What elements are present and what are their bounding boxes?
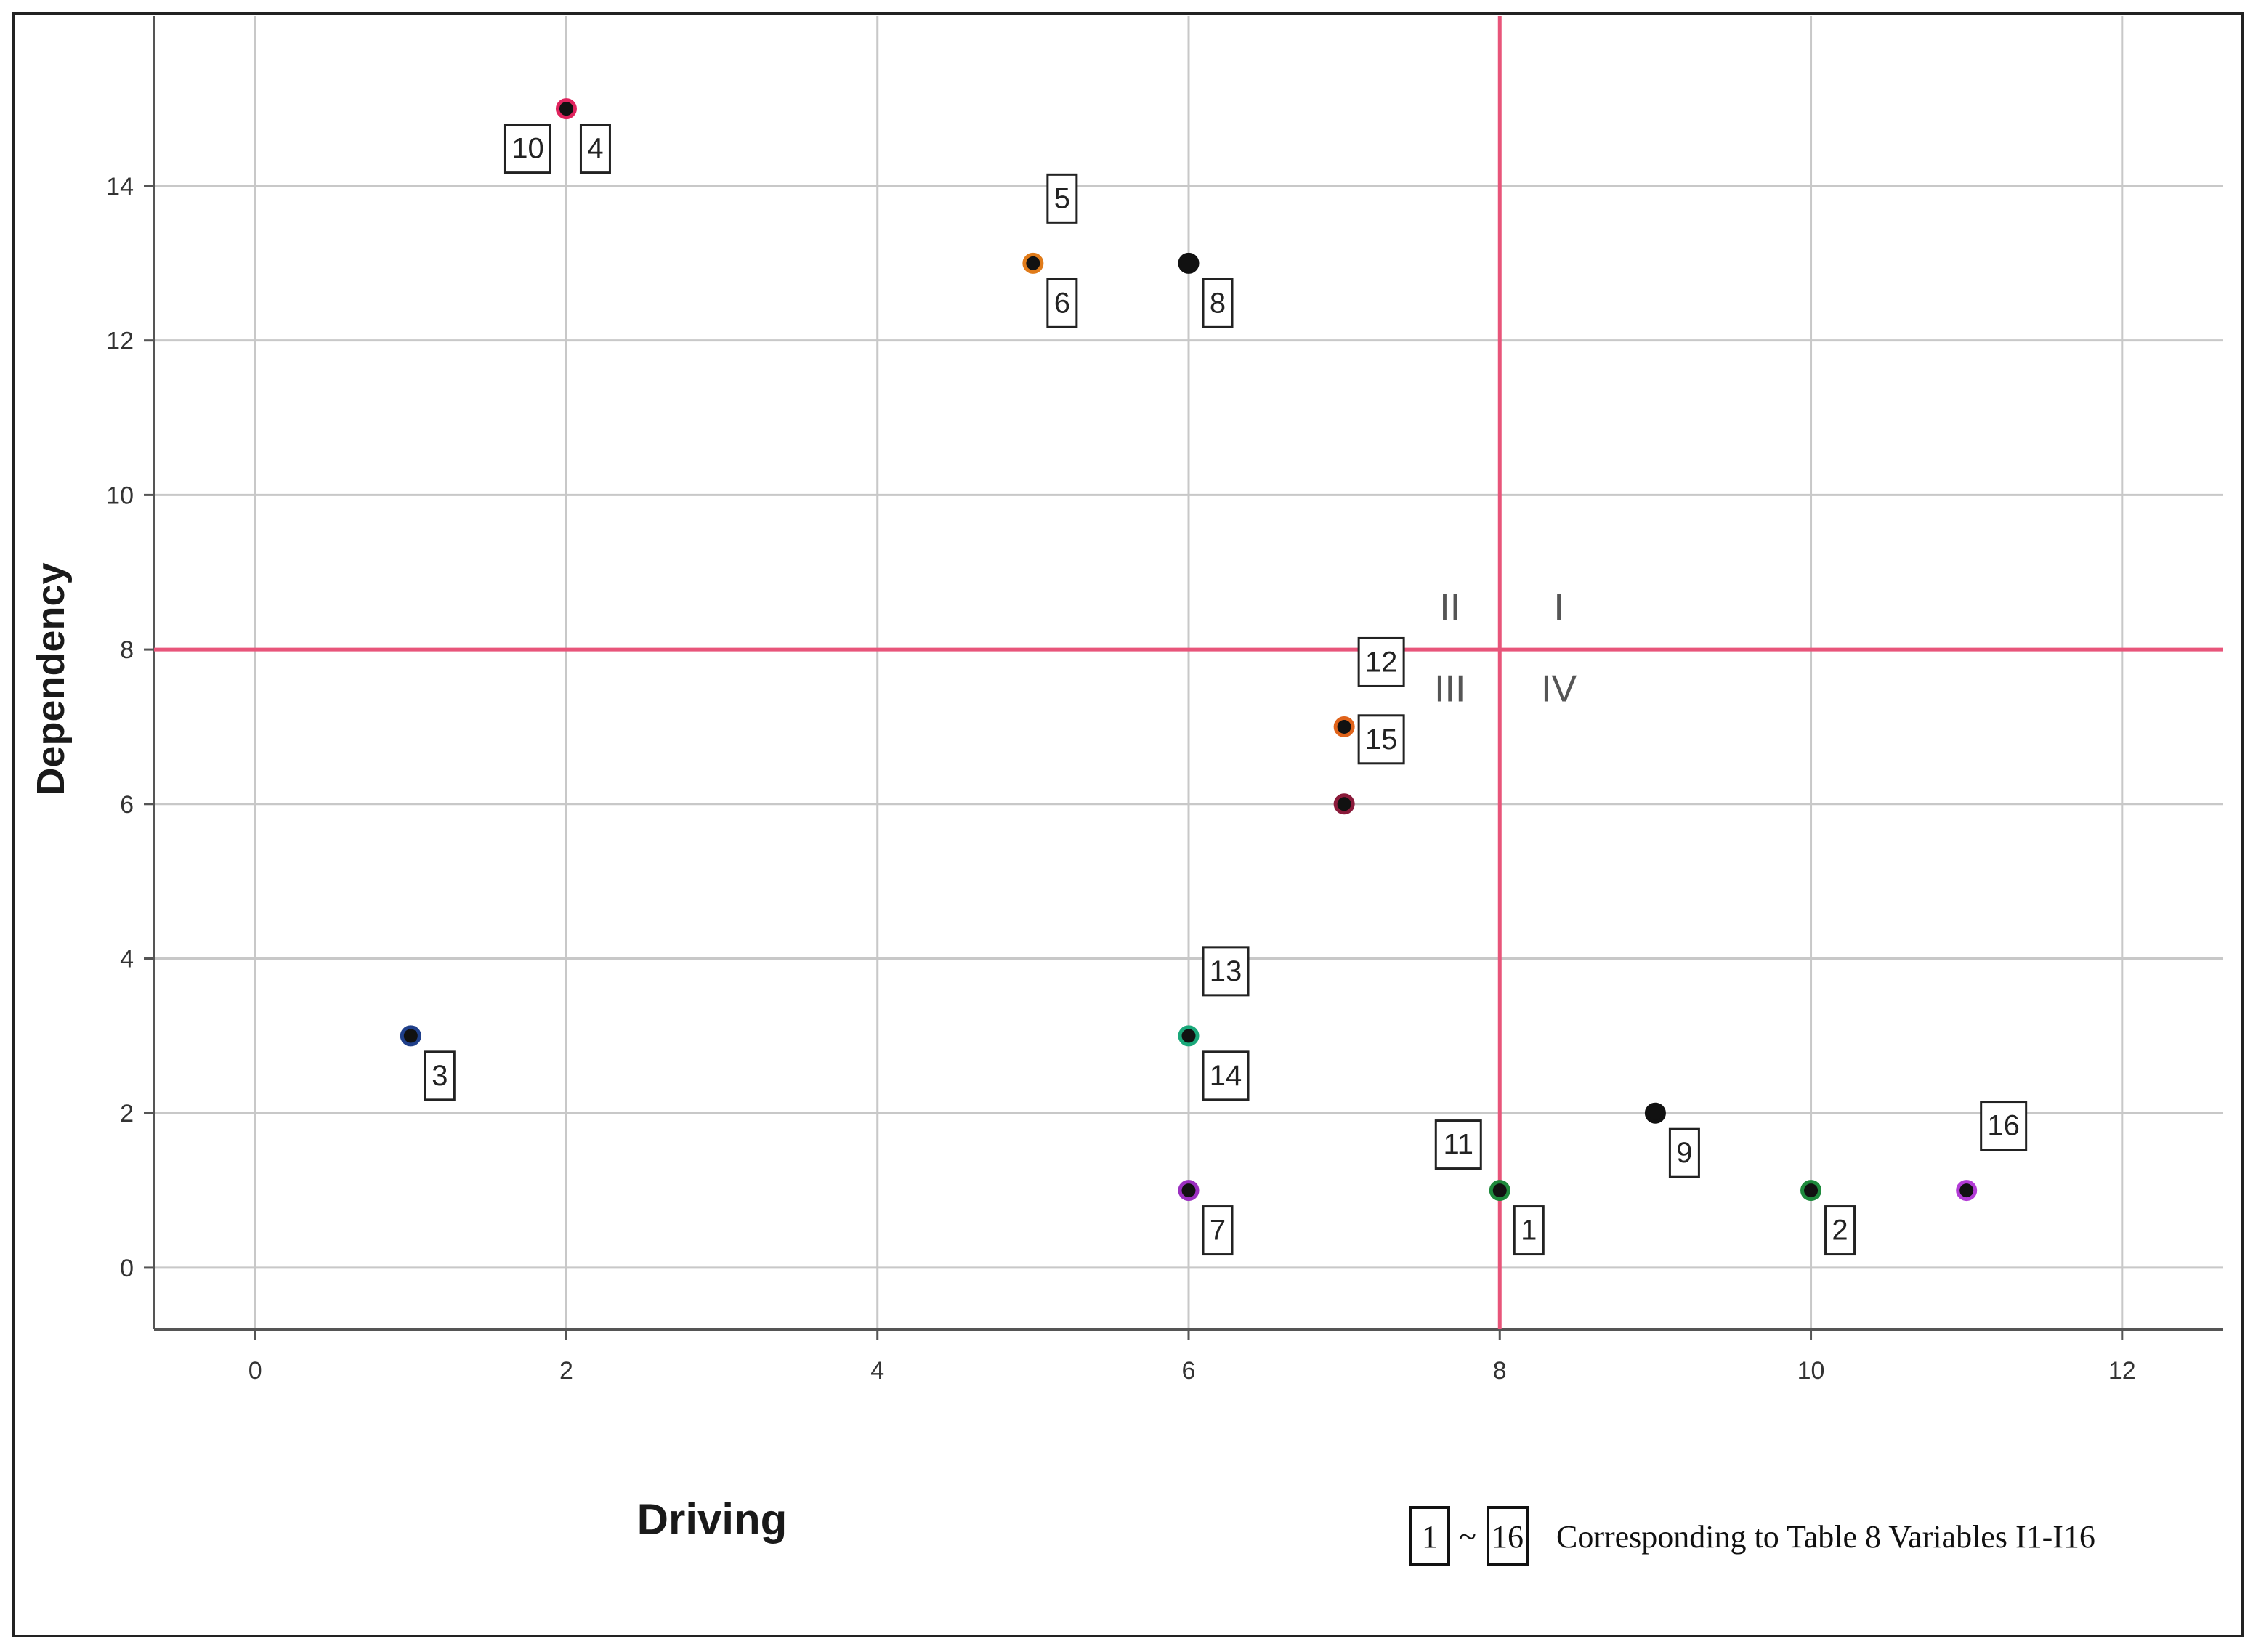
quadrant-label: I <box>1553 587 1564 629</box>
point-label: 4 <box>587 133 603 165</box>
legend-text: Corresponding to Table 8 Variables I1-I1… <box>1556 1519 2095 1555</box>
point-label: 1 <box>1521 1215 1537 1247</box>
data-point <box>1178 1180 1200 1202</box>
point-label-box <box>1202 1205 1234 1256</box>
y-tick-label: 14 <box>106 173 134 201</box>
point-label: 12 <box>1365 646 1398 678</box>
point-label: 8 <box>1210 287 1226 319</box>
legend: 1 ~ 16 Corresponding to Table 8 Variable… <box>1409 1506 2095 1566</box>
y-axis-title: Dependency <box>29 562 73 795</box>
point-label: 7 <box>1210 1215 1226 1247</box>
point-label-box <box>1357 714 1405 765</box>
y-tick-label: 8 <box>120 636 134 664</box>
y-tick-label: 6 <box>120 791 134 819</box>
point-label: 10 <box>511 133 544 165</box>
y-tick-label: 2 <box>120 1100 134 1127</box>
data-point <box>1022 252 1044 274</box>
y-tick-label: 4 <box>120 946 134 973</box>
data-point <box>1333 716 1355 737</box>
quadrant-label: IV <box>1541 668 1577 710</box>
data-point <box>1489 1180 1510 1202</box>
legend-box-end-text: 16 <box>1492 1519 1524 1555</box>
point-label-box <box>1202 1050 1250 1101</box>
point-label: 9 <box>1676 1137 1692 1169</box>
data-point <box>1956 1180 1978 1202</box>
x-tick-label: 2 <box>559 1357 573 1385</box>
data-point <box>1178 1025 1200 1047</box>
x-tick-label: 10 <box>1797 1357 1825 1385</box>
point-label-box <box>1824 1205 1856 1256</box>
data-point <box>400 1025 421 1047</box>
point-label-box <box>424 1050 456 1101</box>
y-tick-label: 12 <box>106 328 134 355</box>
point-label-box <box>1202 278 1234 328</box>
point-label-box <box>1513 1205 1545 1256</box>
data-point <box>555 98 577 120</box>
legend-dash: ~ <box>1459 1519 1476 1555</box>
data-point <box>1800 1180 1822 1202</box>
quadrant-label: II <box>1439 587 1460 629</box>
point-label: 16 <box>1987 1110 2020 1142</box>
y-tick-label: 10 <box>106 482 134 509</box>
point-label-box <box>1434 1119 1482 1170</box>
chart-frame <box>12 12 2244 1637</box>
point-label: 3 <box>432 1060 448 1092</box>
point-label-box <box>1202 946 1250 997</box>
data-points <box>400 98 1978 1202</box>
point-label-box <box>1980 1101 2028 1151</box>
y-tick-label: 0 <box>120 1255 134 1282</box>
point-label: 5 <box>1054 182 1070 214</box>
quadrant-label: III <box>1434 668 1465 710</box>
x-tick-label: 8 <box>1493 1357 1507 1385</box>
legend-box-start-text: 1 <box>1422 1519 1438 1555</box>
data-point <box>1644 1102 1666 1124</box>
legend-box-start <box>1409 1506 1450 1566</box>
point-label: 13 <box>1210 955 1242 987</box>
x-tick-label: 4 <box>870 1357 884 1385</box>
point-label-box <box>1668 1127 1700 1178</box>
reference-lines <box>154 16 2223 1329</box>
point-label-box <box>1046 278 1078 328</box>
axes <box>144 16 2223 1340</box>
point-label: 11 <box>1444 1129 1474 1161</box>
data-point <box>1178 252 1200 274</box>
point-label-box <box>1357 636 1405 687</box>
x-tick-label: 0 <box>248 1357 262 1385</box>
point-label-box <box>503 124 551 174</box>
x-tick-label: 6 <box>1182 1357 1196 1385</box>
point-label: 14 <box>1210 1060 1242 1092</box>
data-point <box>1333 793 1355 815</box>
x-axis-title: Driving <box>637 1495 788 1544</box>
point-label: 15 <box>1365 724 1398 756</box>
point-label-box <box>579 124 611 174</box>
x-tick-label: 12 <box>2108 1357 2136 1385</box>
point-label: 6 <box>1054 287 1070 319</box>
legend-box-end <box>1487 1506 1529 1566</box>
point-label-box <box>1046 173 1078 224</box>
point-label: 2 <box>1832 1215 1848 1247</box>
grid-lines <box>154 16 2223 1329</box>
